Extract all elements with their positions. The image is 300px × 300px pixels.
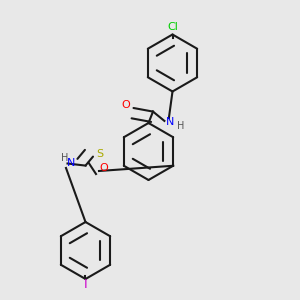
Text: O: O bbox=[122, 100, 130, 110]
Text: S: S bbox=[96, 149, 103, 159]
Text: N: N bbox=[166, 117, 175, 128]
Text: I: I bbox=[84, 278, 87, 292]
Text: O: O bbox=[99, 163, 108, 173]
Text: N: N bbox=[67, 158, 75, 168]
Text: H: H bbox=[177, 121, 184, 131]
Text: H: H bbox=[61, 153, 68, 163]
Text: Cl: Cl bbox=[167, 22, 178, 32]
